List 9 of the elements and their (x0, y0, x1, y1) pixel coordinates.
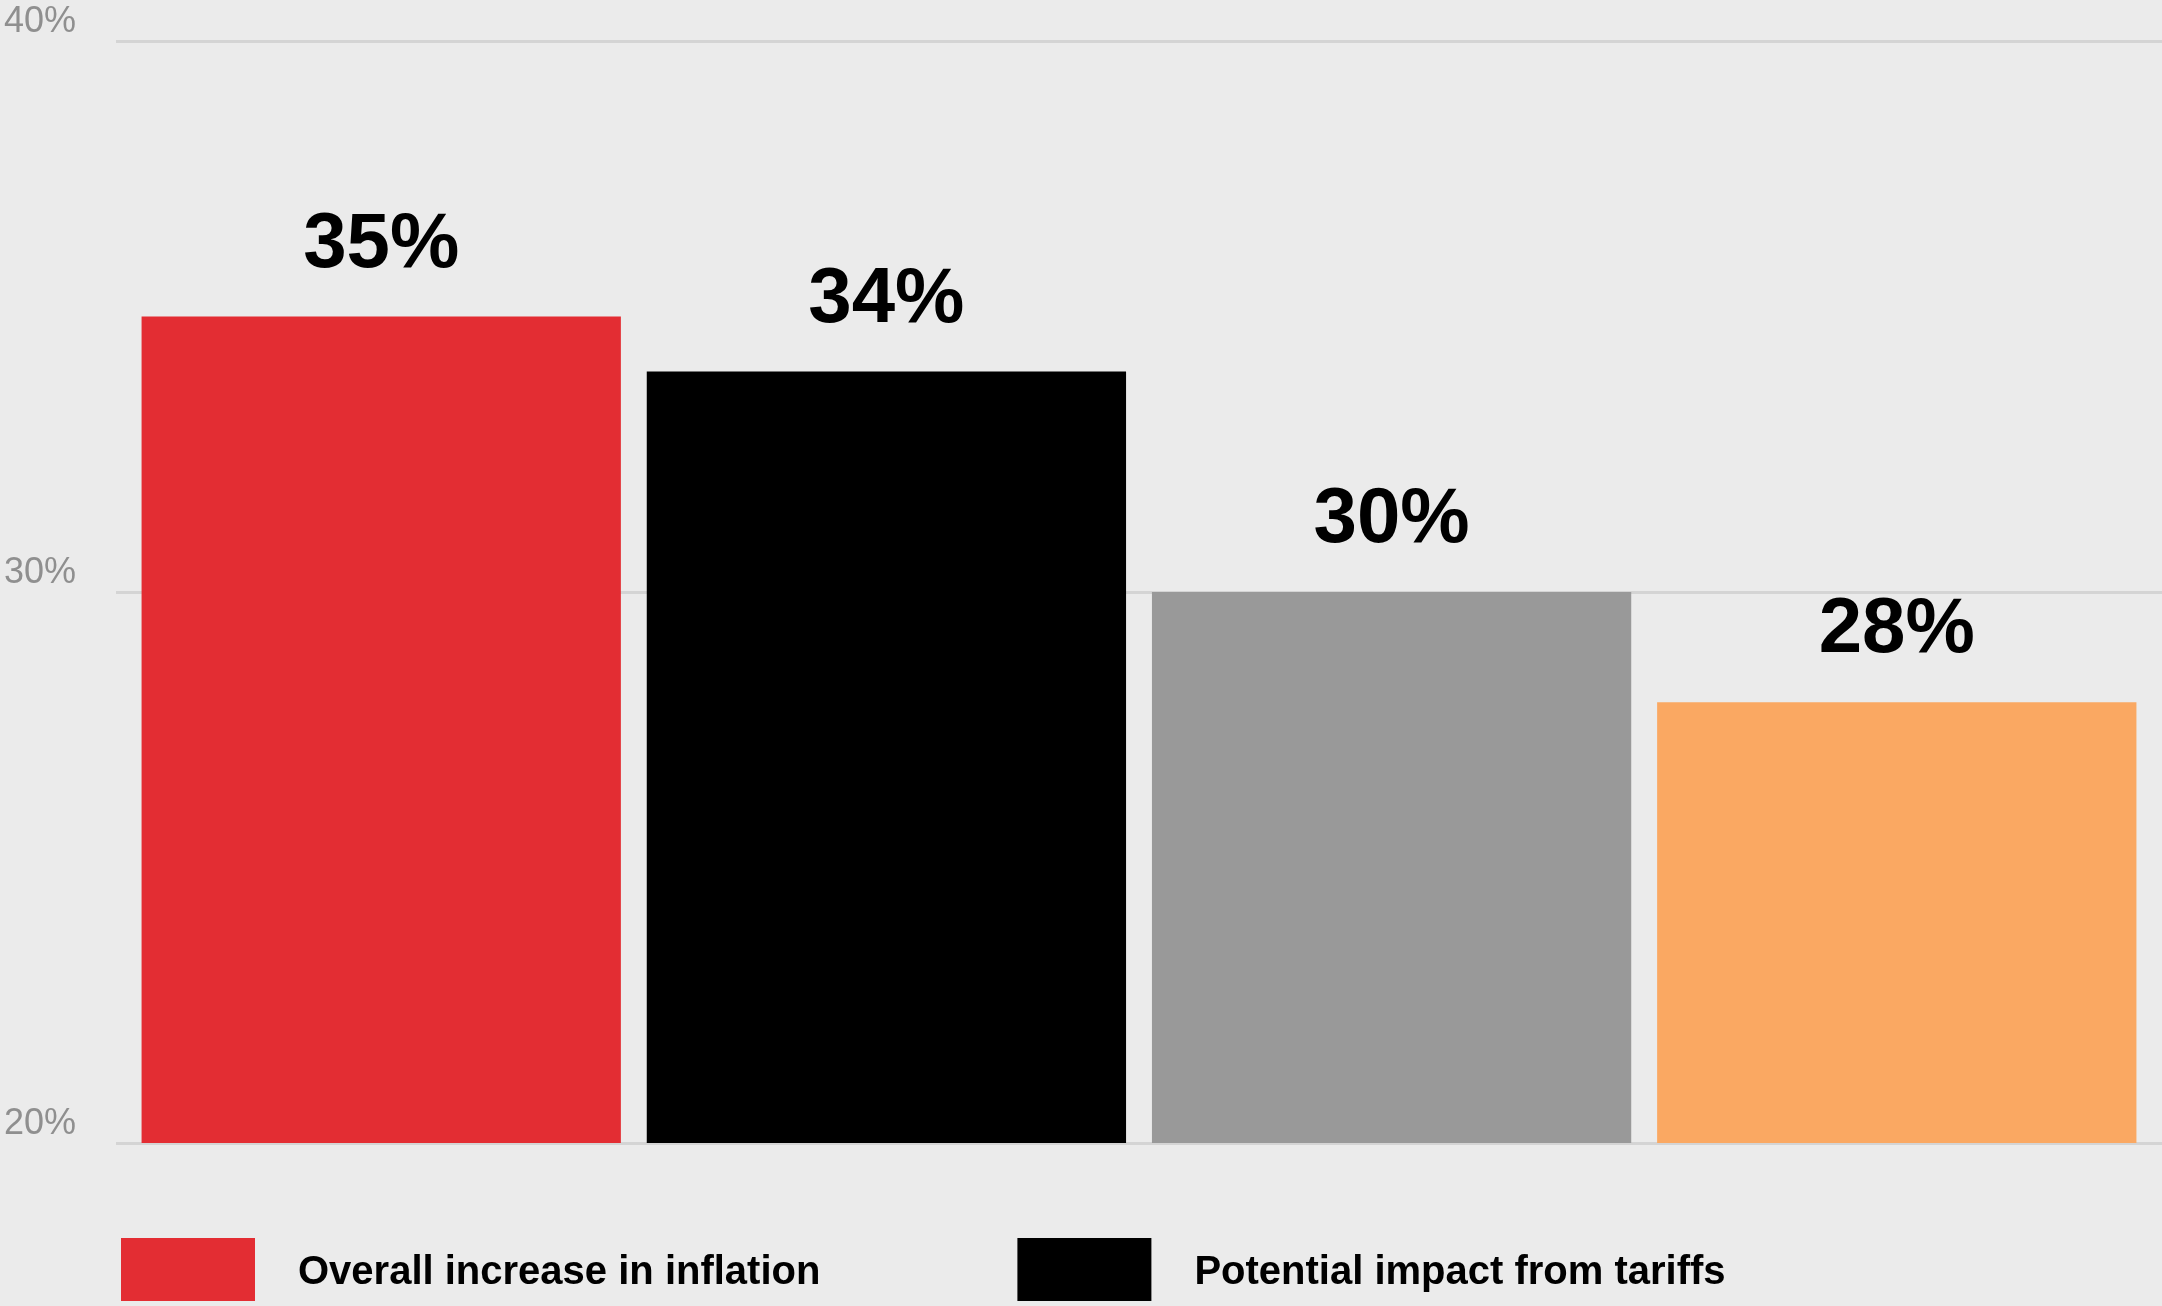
y-tick-label: 20% (4, 1100, 77, 1142)
data-label: 30% (1313, 471, 1470, 559)
legend-label: Potential impact from tariffs (1194, 1247, 1726, 1292)
y-tick-label: 30% (4, 549, 77, 591)
y-tick-label: 40% (4, 0, 77, 40)
data-label: 34% (808, 250, 965, 339)
legend-label: Overall increase in inflation (298, 1247, 821, 1292)
data-label: 35% (303, 195, 460, 284)
data-label: 28% (1818, 581, 1975, 670)
